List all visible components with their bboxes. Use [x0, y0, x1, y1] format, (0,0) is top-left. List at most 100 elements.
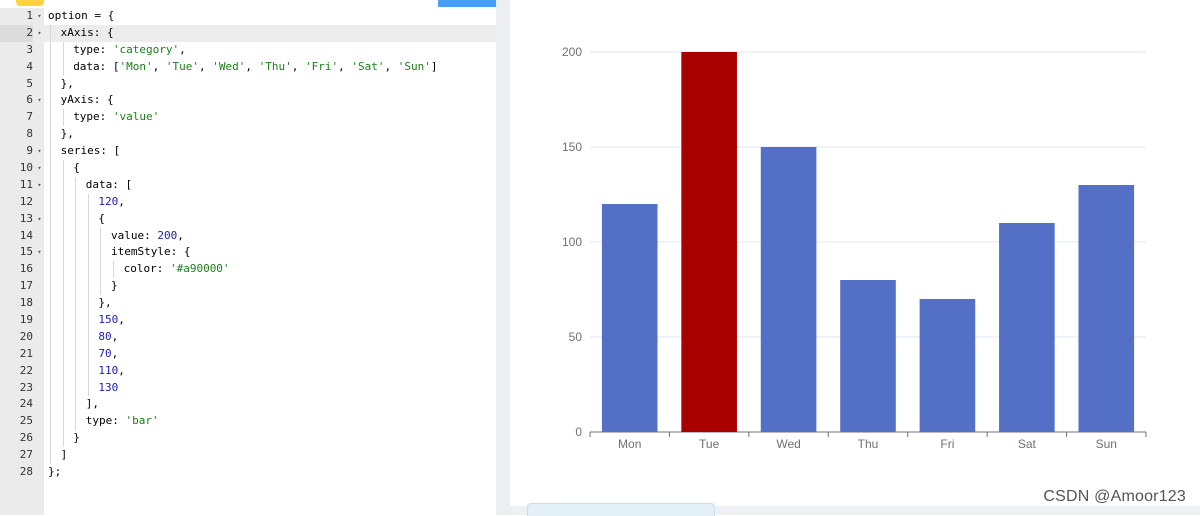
line-number: 1	[26, 9, 33, 22]
indent-guide	[50, 193, 51, 211]
toolbar-yellow-button[interactable]	[16, 0, 44, 6]
indent-guide	[50, 328, 51, 346]
bar-sun	[1078, 185, 1135, 432]
indent-guide	[50, 379, 51, 397]
code-line[interactable]: 25 type: 'bar'	[0, 413, 496, 431]
fold-toggle-icon[interactable]: ▾	[37, 147, 42, 156]
code-line[interactable]: 10 ▾ {	[0, 160, 496, 177]
code-text: data: ['Mon', 'Tue', 'Wed', 'Thu', 'Fri'…	[73, 59, 437, 76]
indent-guide	[50, 261, 51, 279]
code-line[interactable]: 14 value: 200,	[0, 227, 496, 245]
code-line[interactable]: 7 type: 'value'	[0, 109, 496, 127]
string-token: 'Sun'	[397, 59, 431, 73]
code-line[interactable]: 11 ▾ data: [	[0, 176, 496, 194]
code-line[interactable]: 24],	[0, 396, 496, 414]
code-line[interactable]: 13 ▾ {	[0, 210, 496, 228]
code-line[interactable]: 20 80,	[0, 328, 496, 346]
code-editor[interactable]: 1 ▾ option = {2 ▾ xAxis: {3 type: 'category',…	[0, 0, 496, 515]
code-token: series: [	[60, 144, 121, 158]
code-line[interactable]: 8},	[0, 126, 496, 144]
indent-guide	[75, 278, 77, 296]
string-token: 'Sat'	[351, 59, 385, 73]
indent-guide	[50, 430, 51, 448]
line-number: 4	[26, 59, 33, 73]
fold-toggle-icon[interactable]: ▾	[37, 96, 42, 105]
pane-divider[interactable]	[496, 0, 510, 515]
indent-guide	[62, 210, 64, 228]
indent-guide	[50, 58, 51, 76]
fold-toggle-icon[interactable]: ▾	[37, 164, 42, 173]
indent-guide	[87, 362, 89, 380]
toolbar-run-button[interactable]	[438, 0, 496, 7]
code-line[interactable]: 2 ▾ xAxis: {	[0, 24, 496, 42]
fold-toggle-icon[interactable]: ▾	[37, 28, 42, 37]
indent-guide	[62, 379, 64, 397]
code-text: 70,	[98, 346, 118, 363]
indent-guide	[75, 345, 77, 363]
line-number: 8	[26, 127, 33, 141]
fold-toggle-icon[interactable]: ▾	[37, 248, 42, 257]
indent-guide	[113, 261, 114, 279]
line-number: 26	[19, 431, 33, 445]
code-line[interactable]: 3 type: 'category',	[0, 41, 496, 59]
code-token: ,	[118, 313, 125, 327]
code-text: value: 200,	[111, 228, 184, 245]
number-token: 80	[98, 329, 112, 343]
indent-guide	[100, 227, 102, 245]
line-number: 10	[19, 161, 33, 175]
indent-guide	[50, 160, 51, 177]
fold-toggle-icon[interactable]: ▾	[37, 180, 42, 189]
fold-toggle-icon[interactable]: ▾	[37, 214, 42, 223]
code-token: ,	[111, 329, 119, 343]
code-token: {	[73, 161, 80, 175]
code-line[interactable]: 18},	[0, 295, 496, 313]
chart-preview: 0 50 100 150 200 Mon Tue Wed Thu Fri Sat Sun	[510, 0, 1200, 506]
line-number: 9	[26, 144, 33, 158]
code-token: ,	[179, 42, 186, 56]
code-line[interactable]: 17}	[0, 278, 496, 296]
indent-guide	[50, 210, 51, 228]
code-lines[interactable]: 1 ▾ option = {2 ▾ xAxis: {3 type: 'category',…	[0, 8, 496, 481]
fold-toggle-icon[interactable]: ▾	[37, 12, 42, 20]
x-tick-label: Tue	[699, 437, 720, 451]
bar-sat	[999, 223, 1055, 432]
code-token: ,	[118, 194, 125, 208]
code-line[interactable]: 16 color: '#a90000'	[0, 261, 496, 279]
bottom-tab[interactable]	[527, 503, 715, 516]
code-line[interactable]: 9 ▾ series: [	[0, 143, 496, 161]
code-line[interactable]: 21 70,	[0, 345, 496, 363]
indent-guide	[87, 295, 89, 313]
string-token: 'bar'	[125, 414, 159, 428]
indent-guide	[50, 109, 51, 127]
code-text: xAxis: {	[61, 25, 114, 42]
line-number: 17	[19, 279, 33, 293]
code-token: };	[48, 465, 62, 479]
indent-guide	[75, 176, 77, 194]
line-number: 27	[19, 448, 33, 462]
code-text: },	[98, 295, 111, 312]
code-line[interactable]: 5},	[0, 75, 496, 93]
code-token: ,	[118, 363, 125, 377]
code-token: }	[73, 431, 80, 445]
code-line[interactable]: 4 data: ['Mon', 'Tue', 'Wed', 'Thu', 'Fri…	[0, 58, 496, 76]
code-line[interactable]: 28};	[0, 464, 496, 481]
number-token: 130	[98, 380, 119, 394]
indent-guide	[87, 278, 89, 296]
code-line[interactable]: 26}	[0, 430, 496, 448]
x-tick-label: Sun	[1096, 437, 1117, 451]
code-line[interactable]: 27]	[0, 447, 496, 465]
indent-guide	[87, 379, 89, 397]
code-line[interactable]: 22 110,	[0, 362, 496, 380]
number-token: 200	[157, 228, 178, 242]
code-line[interactable]: 12 120,	[0, 193, 496, 211]
code-line[interactable]: 6 ▾ yAxis: {	[0, 92, 496, 110]
code-line[interactable]: 23 130	[0, 379, 496, 397]
bar-tue	[681, 52, 737, 432]
indent-guide	[62, 278, 64, 296]
code-line[interactable]: 15 ▾ itemStyle: {	[0, 244, 496, 262]
indent-guide	[87, 261, 89, 279]
code-line[interactable]: 1 ▾ option = {	[0, 8, 496, 25]
code-line[interactable]: 19 150,	[0, 312, 496, 329]
line-number: 18	[19, 296, 33, 310]
indent-guide	[87, 312, 89, 329]
